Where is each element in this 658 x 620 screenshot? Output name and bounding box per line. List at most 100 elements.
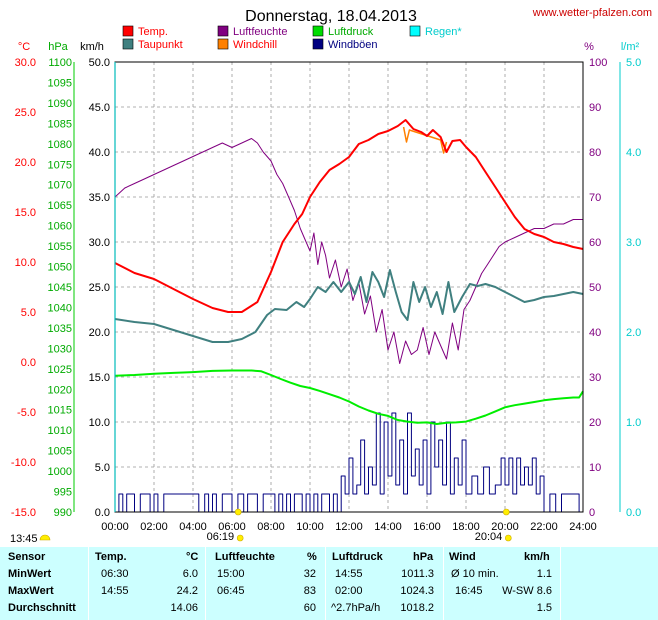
- tick-wind: 5.0: [95, 462, 110, 474]
- tick-wind: 50.0: [89, 57, 110, 69]
- stats-min-temp-value: 6.0: [182, 568, 198, 580]
- sun-hours-icon: [39, 534, 51, 541]
- tick-wind: 10.0: [89, 417, 110, 429]
- site-link[interactable]: www.wetter-pfalzen.com: [532, 7, 652, 19]
- legend-label: Windchill: [233, 39, 277, 51]
- series-line-windben: [115, 412, 584, 513]
- plot-frame: [114, 61, 584, 513]
- tick-wind: 45.0: [89, 102, 110, 114]
- stats-avg-wind-value: 1.5: [536, 602, 552, 614]
- tick-press: 1015: [48, 405, 72, 417]
- axis-titles: °C hPa km/h% l/m²: [18, 41, 640, 53]
- tick-hum: 50: [589, 282, 601, 294]
- stats-avg-hum-value: 60: [303, 602, 316, 614]
- stats-max-wind-time: 16:45: [455, 585, 483, 597]
- tick-hum: 0: [589, 507, 595, 519]
- stats-header-press-unit: hPa: [413, 551, 434, 563]
- axis-title-press: hPa: [48, 41, 68, 53]
- weather-chart: Donnerstag, 18.04.2013 www.wetter-pfalze…: [10, 7, 652, 545]
- tick-x: 06:00: [218, 521, 246, 533]
- stats-min-values: 06:30 6.0 15:00 32 14:55 1011.3 Ø 10 min…: [0, 568, 658, 585]
- tick-press: 1040: [48, 302, 72, 314]
- tick-temp: 0.0: [21, 357, 36, 369]
- stats-min-wind-label: Ø 10 min.: [451, 568, 499, 580]
- legend-label: Taupunkt: [138, 39, 183, 51]
- tick-temp: 15.0: [15, 207, 36, 219]
- tick-labels: 30.0 25.0 20.0 15.0 10.0 5.0 0.0 -5.0 -10.0 -15.0…: [11, 57, 641, 533]
- tick-temp: 30.0: [15, 57, 36, 69]
- tick-temp: 20.0: [15, 157, 36, 169]
- tick-press: 1055: [48, 241, 72, 253]
- tick-press: 1085: [48, 118, 72, 130]
- series-line-luftdruck: [114, 369, 584, 425]
- legend-swatch: [312, 38, 324, 50]
- sun-markers: 06:19 20:04 13:45: [10, 508, 512, 545]
- tick-wind: 40.0: [89, 147, 110, 159]
- sunrise-label: 06:19: [207, 531, 235, 543]
- axis-title-hum: %: [584, 41, 594, 53]
- series-group: [114, 119, 584, 513]
- tick-x: 24:00: [569, 521, 597, 533]
- tick-temp: 5.0: [21, 307, 36, 319]
- stats-max-values: 14:55 24.2 06:45 83 02:00 1024.3 16:45 W…: [0, 585, 658, 602]
- tick-hum: 20: [589, 417, 601, 429]
- tick-x: 14:00: [374, 521, 402, 533]
- stats-min-hum-time: 15:00: [217, 568, 245, 580]
- tick-press: 1025: [48, 364, 72, 376]
- grid: [115, 62, 583, 512]
- legend-label: Regen*: [425, 26, 462, 38]
- stats-min-label: MinWert: [8, 568, 52, 580]
- tick-press: 1000: [48, 466, 72, 478]
- tick-press: 1050: [48, 262, 72, 274]
- axis-title-wind: km/h: [80, 41, 104, 53]
- stats-max-press-time: 02:00: [335, 585, 363, 597]
- tick-x: 08:00: [257, 521, 285, 533]
- tick-press: 1045: [48, 282, 72, 294]
- sun-hours-label: 13:45: [10, 533, 38, 545]
- tick-rain: 4.0: [626, 147, 641, 159]
- statistics-table: Sensor Temp. °C Luftfeuchte % Luftdruck …: [0, 547, 658, 620]
- tick-rain: 0.0: [626, 507, 641, 519]
- series-line-windchill: [402, 126, 448, 154]
- stats-avg-press-value: 1018.2: [400, 602, 434, 614]
- stats-header-hum-unit: %: [307, 551, 317, 563]
- legend-swatch: [122, 25, 134, 37]
- tick-rain: 5.0: [626, 57, 641, 69]
- stats-header-sensor: Sensor: [8, 551, 46, 563]
- axis-title-rain: l/m²: [621, 41, 640, 53]
- tick-hum: 80: [589, 147, 601, 159]
- stats-header-hum: Luftfeuchte: [215, 551, 275, 563]
- stats-max-row: MaxWert: [0, 585, 658, 602]
- tick-temp: -10.0: [11, 457, 36, 469]
- legend: Temp. Luftfeuchte Luftdruck Regen* Taupunkt W…: [122, 25, 462, 51]
- stats-header-temp: Temp.: [95, 551, 127, 563]
- stats-max-label: MaxWert: [8, 585, 54, 597]
- tick-temp: 10.0: [15, 257, 36, 269]
- stats-min-press-value: 1011.3: [401, 568, 434, 580]
- tick-x: 22:00: [530, 521, 558, 533]
- legend-label: Luftdruck: [328, 26, 374, 38]
- stats-max-wind-value: W-SW 8.6: [502, 585, 552, 597]
- tick-press: 1090: [48, 98, 72, 110]
- tick-wind: 15.0: [89, 372, 110, 384]
- stats-avg-values: 14.06 60 ^2.7hPa/h 1018.2 1.5: [0, 602, 658, 619]
- stats-max-hum-time: 06:45: [217, 585, 245, 597]
- tick-press: 990: [54, 507, 72, 519]
- tick-x: 02:00: [140, 521, 168, 533]
- stats-header-wind-unit: km/h: [524, 551, 550, 563]
- tick-hum: 30: [589, 372, 601, 384]
- tick-press: 1035: [48, 323, 72, 335]
- stats-avg-label: Durchschnitt: [8, 602, 76, 614]
- stats-max-temp-value: 24.2: [176, 585, 198, 597]
- tick-wind: 25.0: [89, 282, 110, 294]
- axis-title-temp: °C: [18, 41, 30, 53]
- tick-rain: 3.0: [626, 237, 641, 249]
- tick-press: 1060: [48, 221, 72, 233]
- stats-header-press: Luftdruck: [332, 551, 383, 563]
- tick-wind: 0.0: [95, 507, 110, 519]
- tick-x: 18:00: [452, 521, 480, 533]
- tick-press: 1030: [48, 343, 72, 355]
- stats-min-press-time: 14:55: [335, 568, 363, 580]
- sunrise-marker: [234, 508, 242, 516]
- legend-label: Temp.: [138, 26, 168, 38]
